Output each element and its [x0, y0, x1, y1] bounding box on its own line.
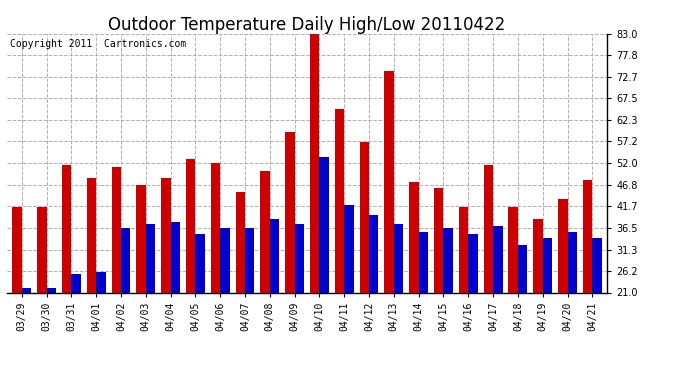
- Bar: [509, 207, 518, 292]
- Bar: [434, 188, 444, 292]
- Bar: [87, 178, 96, 292]
- Bar: [469, 234, 477, 292]
- Bar: [394, 224, 403, 292]
- Bar: [211, 163, 220, 292]
- Bar: [543, 238, 552, 292]
- Bar: [344, 205, 354, 292]
- Bar: [419, 232, 428, 292]
- Bar: [459, 207, 469, 292]
- Bar: [484, 165, 493, 292]
- Title: Outdoor Temperature Daily High/Low 20110422: Outdoor Temperature Daily High/Low 20110…: [108, 16, 506, 34]
- Bar: [384, 71, 394, 292]
- Bar: [533, 219, 543, 292]
- Bar: [146, 224, 155, 292]
- Bar: [444, 228, 453, 292]
- Bar: [245, 228, 255, 292]
- Bar: [161, 178, 170, 292]
- Bar: [220, 228, 230, 292]
- Bar: [359, 142, 369, 292]
- Bar: [409, 182, 419, 292]
- Bar: [295, 224, 304, 292]
- Bar: [47, 288, 56, 292]
- Bar: [235, 192, 245, 292]
- Bar: [518, 244, 527, 292]
- Bar: [12, 207, 22, 292]
- Bar: [493, 226, 502, 292]
- Bar: [96, 272, 106, 292]
- Bar: [310, 34, 319, 292]
- Bar: [319, 157, 329, 292]
- Bar: [567, 232, 577, 292]
- Bar: [186, 159, 195, 292]
- Bar: [558, 199, 567, 292]
- Bar: [260, 171, 270, 292]
- Bar: [137, 185, 146, 292]
- Text: Copyright 2011  Cartronics.com: Copyright 2011 Cartronics.com: [10, 39, 186, 49]
- Bar: [270, 219, 279, 292]
- Bar: [592, 238, 602, 292]
- Bar: [37, 207, 47, 292]
- Bar: [369, 215, 379, 292]
- Bar: [195, 234, 205, 292]
- Bar: [112, 167, 121, 292]
- Bar: [583, 180, 592, 292]
- Bar: [22, 288, 31, 292]
- Bar: [121, 228, 130, 292]
- Bar: [335, 109, 344, 292]
- Bar: [71, 274, 81, 292]
- Bar: [170, 222, 180, 292]
- Bar: [62, 165, 71, 292]
- Bar: [285, 132, 295, 292]
